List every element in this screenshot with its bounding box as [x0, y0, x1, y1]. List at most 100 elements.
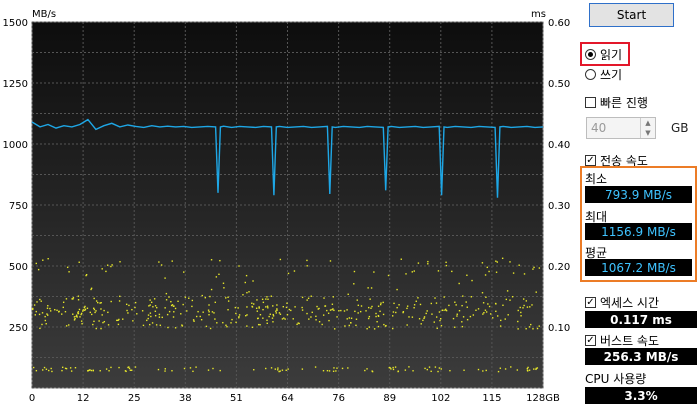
access-time-point [346, 318, 348, 320]
access-time-point [255, 307, 258, 309]
quick-checkbox-box[interactable] [585, 97, 596, 108]
read-radio-indicator[interactable] [585, 49, 596, 60]
transfer-checkbox-box[interactable]: ✓ [585, 155, 596, 166]
access-time-point [149, 304, 151, 306]
quick-checkbox[interactable]: 빠른 진행 [585, 94, 648, 111]
access-time-point [272, 321, 274, 323]
burst-checkbox-box[interactable]: ✓ [585, 335, 596, 346]
size-spinner[interactable]: 40 ▲ ▼ [586, 117, 656, 139]
write-radio[interactable]: 쓰기 [585, 66, 622, 83]
read-highlight-box [580, 42, 630, 66]
access-time-point [281, 318, 284, 320]
access-time-point [158, 313, 161, 316]
access-time-point [282, 305, 285, 308]
access-time-point [118, 318, 120, 321]
access-time-point [97, 301, 99, 304]
access-time-point [218, 273, 220, 276]
access-time-point [495, 310, 497, 313]
access-time-point [451, 270, 453, 273]
access-time-point [252, 303, 255, 305]
access-time-point [272, 305, 274, 307]
access-time-point [262, 308, 264, 311]
access-time-point [375, 312, 377, 315]
access-time-point [82, 310, 84, 312]
access-time-point [525, 300, 528, 302]
access-time-point [422, 319, 424, 322]
access-time-point [78, 308, 81, 311]
access-time-point [259, 314, 262, 316]
access-time-point [154, 310, 157, 312]
access-time-point [118, 366, 120, 369]
access-time-point [500, 319, 502, 322]
y-right-tick-label: 0.20 [548, 262, 570, 273]
access-time-point [160, 264, 163, 266]
access-time-point [74, 318, 76, 320]
y-right-tick-label: 0.40 [548, 140, 570, 151]
spin-up-icon[interactable]: ▲ [640, 118, 655, 128]
access-checkbox-box[interactable]: ✓ [585, 297, 596, 308]
access-time-point [477, 308, 480, 310]
access-time-point [44, 315, 46, 318]
access-time-point [499, 325, 502, 327]
start-button[interactable]: Start [589, 3, 674, 27]
access-time-point [94, 311, 96, 314]
access-time-point [353, 270, 356, 273]
access-time-point [538, 267, 541, 269]
access-time-point [461, 325, 464, 328]
access-time-point [437, 370, 439, 373]
access-time-point [149, 323, 151, 326]
access-time-point [85, 273, 88, 276]
access-time-point [265, 298, 267, 300]
access-time-point [90, 287, 93, 290]
access-time-point [107, 311, 109, 314]
access-time-point [496, 261, 499, 263]
access-time-point [516, 369, 519, 371]
access-time-point [279, 370, 281, 372]
access-time-point [518, 264, 520, 266]
access-time-point [496, 315, 499, 317]
access-time-point [89, 369, 91, 371]
access-time-point [331, 303, 334, 305]
access-time-point [523, 273, 526, 275]
access-time-point [286, 313, 289, 316]
access-time-point [129, 369, 132, 371]
y-left-unit-label: MB/s [32, 9, 56, 20]
access-time-point [75, 315, 77, 318]
access-time-point [84, 305, 86, 308]
x-tick-label: 25 [128, 393, 141, 404]
access-time-point [222, 321, 224, 324]
access-time-point [93, 307, 95, 309]
access-time-point [527, 370, 529, 372]
x-tick-label: 128GB [526, 393, 560, 404]
access-time-point [485, 296, 487, 298]
access-time-point [91, 313, 93, 316]
access-time-point [124, 370, 127, 372]
access-time-point [146, 319, 148, 322]
access-time-point [186, 310, 188, 312]
burst-checkbox[interactable]: ✓ 버스트 속도 [585, 332, 659, 349]
access-time-point [336, 316, 338, 318]
access-checkbox[interactable]: ✓ 엑세스 시간 [585, 294, 659, 311]
spin-down-icon[interactable]: ▼ [640, 128, 655, 138]
access-time-point [431, 313, 433, 315]
access-time-point [80, 320, 83, 322]
transfer-checkbox[interactable]: ✓ 전송 속도 [585, 152, 648, 169]
x-tick-label: 76 [332, 393, 345, 404]
size-unit: GB [671, 121, 689, 135]
access-time-point [279, 313, 282, 315]
access-time-point [195, 366, 197, 368]
access-time-point [389, 367, 391, 369]
access-time-point [471, 279, 473, 282]
access-time-point [276, 309, 278, 311]
access-time-point [46, 307, 49, 309]
access-time-point [484, 274, 487, 276]
access-time-point [517, 328, 519, 330]
access-time-point [419, 303, 422, 306]
access-time-point [343, 310, 346, 312]
write-radio-indicator[interactable] [585, 69, 596, 80]
access-time-point [92, 323, 94, 326]
read-radio[interactable]: 읽기 [585, 46, 622, 63]
access-time-point [315, 319, 317, 321]
access-time-point [164, 307, 166, 309]
access-time-point [428, 366, 431, 368]
